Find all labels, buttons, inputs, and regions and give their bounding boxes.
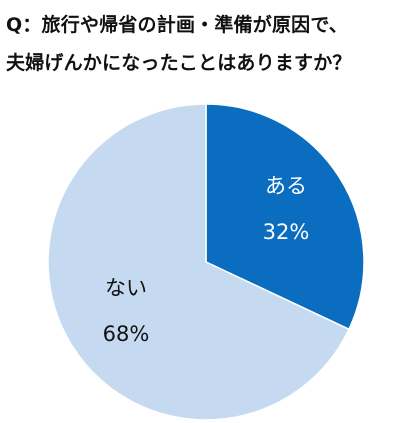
chart-title-line-1: Q：旅行や帰省の計画・準備が原因で、 xyxy=(6,14,348,36)
slice-label-0: ある xyxy=(265,174,307,198)
pie-slice-0 xyxy=(205,103,365,331)
pie-labels: ある 32% ない 68% xyxy=(103,174,310,346)
slice-value-label-0: 32% xyxy=(263,220,310,244)
chart-title: Q：旅行や帰省の計画・準備が原因で、 夫婦げんかになったことはありますか？ xyxy=(6,6,398,82)
chart-title-line-2: 夫婦げんかになったことはありますか？ xyxy=(6,52,352,74)
pie-slice-1 xyxy=(47,103,350,421)
pie-slices xyxy=(47,103,365,421)
slice-value-label-1: 68% xyxy=(103,322,150,346)
slice-label-1: ない xyxy=(105,276,147,300)
